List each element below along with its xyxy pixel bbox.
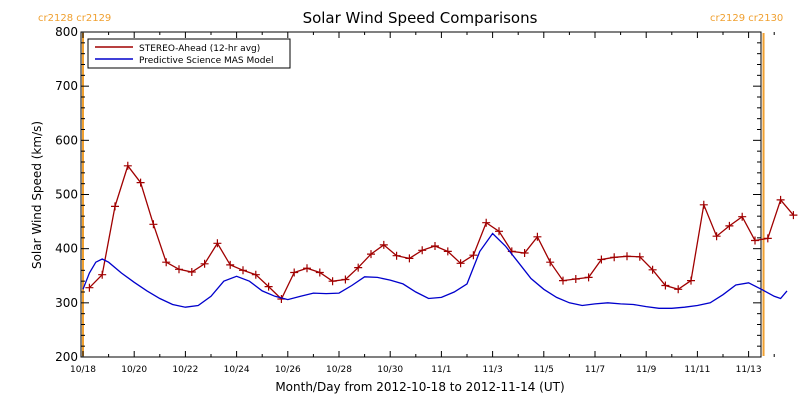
y-tick-label: 700 bbox=[55, 79, 78, 93]
x-tick-label: 11/1 bbox=[431, 365, 451, 375]
data-point-stereo-ahead bbox=[661, 281, 670, 290]
data-point-stereo-ahead bbox=[187, 268, 196, 276]
x-tick-label: 10/24 bbox=[224, 365, 250, 375]
data-point-stereo-ahead bbox=[738, 212, 747, 221]
data-point-stereo-ahead bbox=[546, 258, 555, 267]
x-axis-ticks: 10/18 10/20 10/22 10/24 10/26 10/28 10/30 11/1 1… bbox=[70, 32, 775, 375]
data-point-stereo-ahead bbox=[751, 236, 759, 245]
x-tick-label: 10/18 bbox=[70, 365, 96, 375]
data-point-stereo-ahead bbox=[533, 232, 542, 241]
data-point-stereo-ahead bbox=[136, 178, 145, 187]
data-point-stereo-ahead bbox=[315, 268, 324, 277]
x-tick-label: 10/20 bbox=[121, 365, 147, 375]
x-tick-label: 10/22 bbox=[172, 365, 198, 375]
data-point-stereo-ahead bbox=[226, 260, 235, 269]
data-point-stereo-ahead bbox=[98, 270, 107, 279]
data-point-stereo-ahead bbox=[175, 265, 183, 274]
x-tick-label: 10/26 bbox=[275, 365, 301, 375]
data-point-stereo-ahead bbox=[303, 264, 311, 273]
x-tick-label: 11/9 bbox=[636, 365, 656, 375]
data-point-stereo-ahead bbox=[341, 275, 350, 284]
carrington-right-label: cr2129 cr2130 bbox=[710, 13, 783, 24]
x-tick-label: 11/5 bbox=[534, 365, 554, 375]
data-point-stereo-ahead bbox=[674, 285, 683, 294]
data-point-stereo-ahead bbox=[111, 202, 119, 211]
data-point-stereo-ahead bbox=[239, 266, 247, 275]
data-point-stereo-ahead bbox=[469, 251, 478, 260]
y-tick-label: 500 bbox=[55, 188, 78, 202]
y-tick-label: 600 bbox=[55, 133, 78, 147]
data-point-stereo-ahead bbox=[418, 246, 427, 255]
data-point-stereo-ahead bbox=[571, 275, 580, 283]
data-point-stereo-ahead bbox=[213, 239, 222, 248]
y-tick-label: 200 bbox=[55, 350, 78, 364]
series-line-stereo-ahead bbox=[88, 164, 794, 301]
x-axis-label: Month/Day from 2012-10-18 to 2012-11-14 … bbox=[275, 380, 564, 394]
x-tick-label: 11/3 bbox=[482, 365, 502, 375]
y-axis-ticks: 200 300 400 500 600 700 800 bbox=[55, 25, 761, 364]
chart-title: Solar Wind Speed Comparisons bbox=[303, 9, 538, 27]
data-point-stereo-ahead bbox=[584, 273, 593, 282]
series-layer bbox=[82, 161, 798, 309]
data-point-stereo-ahead bbox=[687, 276, 695, 285]
data-point-stereo-ahead bbox=[495, 227, 503, 236]
data-point-stereo-ahead bbox=[456, 259, 465, 268]
data-point-stereo-ahead bbox=[354, 263, 363, 272]
data-point-stereo-ahead bbox=[431, 242, 439, 250]
data-point-stereo-ahead bbox=[712, 232, 721, 241]
x-tick-label: 10/28 bbox=[326, 365, 352, 375]
legend: STEREO-Ahead (12-hr avg) Predictive Scie… bbox=[87, 38, 291, 69]
series-line-mas-model bbox=[82, 232, 788, 309]
data-point-stereo-ahead bbox=[123, 161, 132, 170]
data-point-stereo-ahead bbox=[392, 251, 401, 260]
data-point-stereo-ahead bbox=[623, 252, 631, 261]
data-point-stereo-ahead bbox=[776, 195, 785, 204]
x-tick-label: 11/11 bbox=[684, 365, 710, 375]
data-point-stereo-ahead bbox=[328, 277, 337, 286]
data-point-stereo-ahead bbox=[367, 250, 375, 259]
data-point-stereo-ahead bbox=[85, 283, 94, 292]
data-point-stereo-ahead bbox=[559, 276, 567, 285]
legend-box bbox=[87, 38, 291, 69]
y-tick-label: 300 bbox=[55, 296, 78, 310]
data-point-stereo-ahead bbox=[251, 270, 260, 279]
data-point-stereo-ahead bbox=[635, 252, 644, 261]
x-tick-label: 11/13 bbox=[736, 365, 762, 375]
x-tick-label: 11/7 bbox=[585, 365, 605, 375]
data-point-stereo-ahead bbox=[162, 258, 171, 267]
data-point-stereo-ahead bbox=[610, 253, 619, 262]
data-point-stereo-ahead bbox=[149, 220, 158, 229]
data-point-stereo-ahead bbox=[725, 221, 734, 230]
data-point-stereo-ahead bbox=[379, 240, 388, 249]
data-point-stereo-ahead bbox=[789, 211, 798, 220]
data-point-stereo-ahead bbox=[597, 255, 606, 264]
data-point-stereo-ahead bbox=[648, 265, 657, 274]
data-point-stereo-ahead bbox=[763, 234, 772, 243]
data-point-stereo-ahead bbox=[200, 259, 209, 268]
y-axis-label: Solar Wind Speed (km/s) bbox=[30, 121, 44, 269]
data-point-stereo-ahead bbox=[520, 249, 529, 257]
x-tick-label: 10/30 bbox=[377, 365, 403, 375]
legend-label-mas-model: Predictive Science MAS Model bbox=[139, 56, 274, 66]
data-point-stereo-ahead bbox=[699, 200, 708, 209]
data-point-stereo-ahead bbox=[290, 268, 299, 277]
carrington-left-label: cr2128 cr2129 bbox=[38, 13, 111, 24]
data-point-stereo-ahead bbox=[443, 247, 452, 256]
legend-label-stereo: STEREO-Ahead (12-hr avg) bbox=[139, 44, 260, 54]
data-point-stereo-ahead bbox=[405, 254, 414, 263]
y-tick-label: 800 bbox=[55, 25, 78, 39]
data-point-stereo-ahead bbox=[264, 282, 273, 291]
data-point-stereo-ahead bbox=[482, 218, 491, 227]
y-tick-label: 400 bbox=[55, 242, 78, 256]
